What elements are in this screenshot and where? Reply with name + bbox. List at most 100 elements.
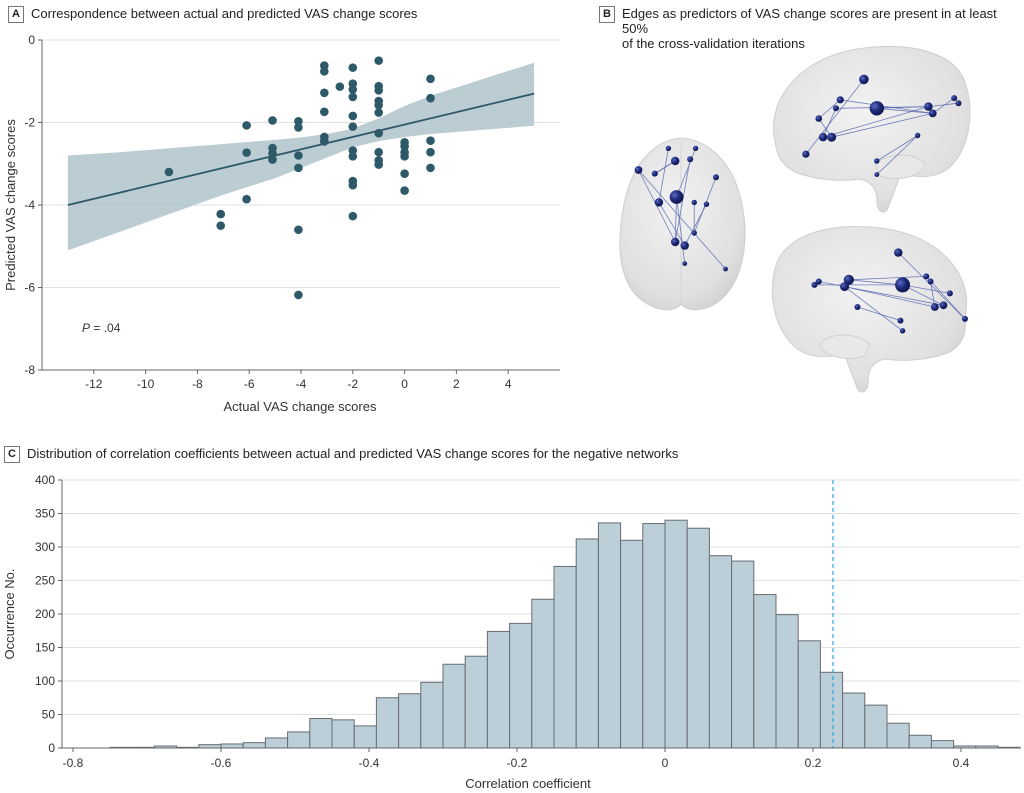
histogram-x-tick-label: -0.4	[359, 756, 380, 770]
network-edge	[876, 135, 918, 175]
network-node	[832, 105, 839, 112]
network-node	[651, 170, 658, 177]
histogram-y-tick-label: 400	[35, 473, 55, 487]
data-point	[426, 136, 435, 145]
network-node	[802, 150, 810, 158]
histogram-y-tick-label: 100	[35, 674, 55, 688]
brain-sagittal-bottom	[771, 225, 968, 393]
histogram-y-tick-label: 300	[35, 540, 55, 554]
panel-a-title: Correspondence between actual and predic…	[31, 6, 418, 21]
scatter-y-tick-label: -6	[24, 281, 35, 295]
panel-b-title-line2: of the cross-validation iterations	[622, 36, 805, 51]
brain-axial-outline	[619, 137, 746, 311]
network-edge	[848, 279, 903, 286]
panel-b-letter: B	[599, 6, 615, 23]
data-point	[374, 86, 384, 95]
data-point	[348, 180, 358, 190]
panel-c-title: Distribution of correlation coefficients…	[27, 446, 679, 461]
scatter-points	[164, 56, 435, 300]
panel-b-title-line1: Edges as predictors of VAS change scores…	[622, 6, 997, 36]
data-point	[374, 108, 384, 117]
network-node	[836, 96, 844, 104]
network-node	[815, 115, 823, 122]
network-node	[874, 158, 880, 164]
histogram-bar	[220, 743, 244, 749]
network-edge	[848, 276, 927, 281]
network-node	[671, 237, 680, 247]
histogram-y-tick-label: 250	[35, 574, 55, 588]
network-edge	[902, 284, 944, 306]
network-node	[894, 248, 903, 257]
network-node	[946, 290, 953, 297]
panel-a-letter: A	[8, 6, 24, 23]
histogram-y-tick-label: 200	[35, 607, 55, 621]
histogram-bar	[242, 742, 266, 749]
data-point	[216, 221, 226, 230]
network-edge	[840, 99, 933, 114]
regression-fit-line	[67, 92, 535, 206]
histogram-x-tick-label: -0.6	[211, 756, 232, 770]
histogram-x-tick-label: 0.2	[805, 756, 822, 770]
data-point	[268, 116, 277, 125]
scatter-y-axis-title: Predicted VAS change scores	[3, 119, 18, 291]
scatter-x-axis-title: Actual VAS change scores	[224, 399, 377, 414]
histogram-bar	[708, 555, 733, 749]
histogram-bar	[464, 655, 488, 749]
network-edge	[857, 306, 901, 321]
histogram-bar	[620, 539, 644, 749]
scatter-x-tick-label: 2	[453, 377, 460, 391]
data-point	[294, 225, 303, 235]
histogram-bar	[309, 718, 333, 749]
scatter-x-tick-label: 4	[505, 377, 512, 391]
network-node	[703, 201, 710, 207]
network-edge	[844, 286, 944, 306]
network-node	[691, 199, 697, 206]
scatter-y-tick-label: -2	[24, 116, 35, 130]
network-edge	[818, 99, 841, 119]
network-edge	[674, 196, 677, 243]
network-edge	[822, 108, 837, 138]
network-node	[939, 301, 948, 310]
panel-b-title: Edges as predictors of VAS change scores…	[622, 6, 1024, 51]
histogram-bar	[908, 734, 932, 749]
histogram-bar	[198, 744, 222, 749]
scatter-axes: 0 -2 -4 -6 -8 -12 -10 -8 -6 -4 -2 0 2 4	[24, 33, 560, 391]
brain-sagittal-top-outline	[773, 45, 971, 213]
network-node	[713, 174, 719, 181]
network-node	[927, 278, 934, 285]
histogram-bars	[109, 519, 1021, 749]
network-edge	[676, 196, 686, 264]
network-node	[843, 274, 854, 285]
scatter-plot: 0 -2 -4 -6 -8 -12 -10 -8 -6 -4 -2 0 2 4 Actual VAS ch…	[3, 33, 560, 414]
scatter-x-tick-label: -12	[85, 377, 103, 391]
network-edge	[928, 102, 959, 107]
histogram-y-tick-label: 0	[48, 741, 55, 755]
data-point	[348, 122, 358, 131]
network-node	[897, 317, 904, 324]
histogram-bar	[531, 598, 555, 749]
brain-sagittal-bottom-cerebellum	[819, 334, 871, 359]
data-point	[348, 152, 358, 161]
network-sagittal-bottom	[811, 248, 968, 334]
histogram-bar	[686, 527, 710, 749]
network-node	[811, 281, 818, 288]
brain-axial	[619, 137, 746, 311]
data-point	[348, 63, 358, 72]
histogram-bar	[753, 594, 777, 749]
scatter-x-tick-label: 0	[401, 377, 408, 391]
scatter-x-tick-label: -10	[137, 377, 155, 391]
network-node	[818, 133, 828, 142]
data-point	[242, 148, 251, 157]
network-edge	[876, 107, 933, 114]
data-point	[426, 93, 435, 103]
histogram-y-axis-title: Occurrence No.	[2, 568, 17, 659]
network-node	[869, 101, 884, 116]
data-point	[320, 67, 329, 76]
network-node	[723, 266, 728, 272]
data-point	[335, 82, 345, 91]
histogram-bar	[642, 523, 666, 749]
panel-c-header: C Distribution of correlation coefficien…	[4, 446, 678, 463]
network-sagittal-top	[802, 74, 962, 178]
network-node	[669, 190, 684, 204]
network-node	[671, 156, 680, 166]
